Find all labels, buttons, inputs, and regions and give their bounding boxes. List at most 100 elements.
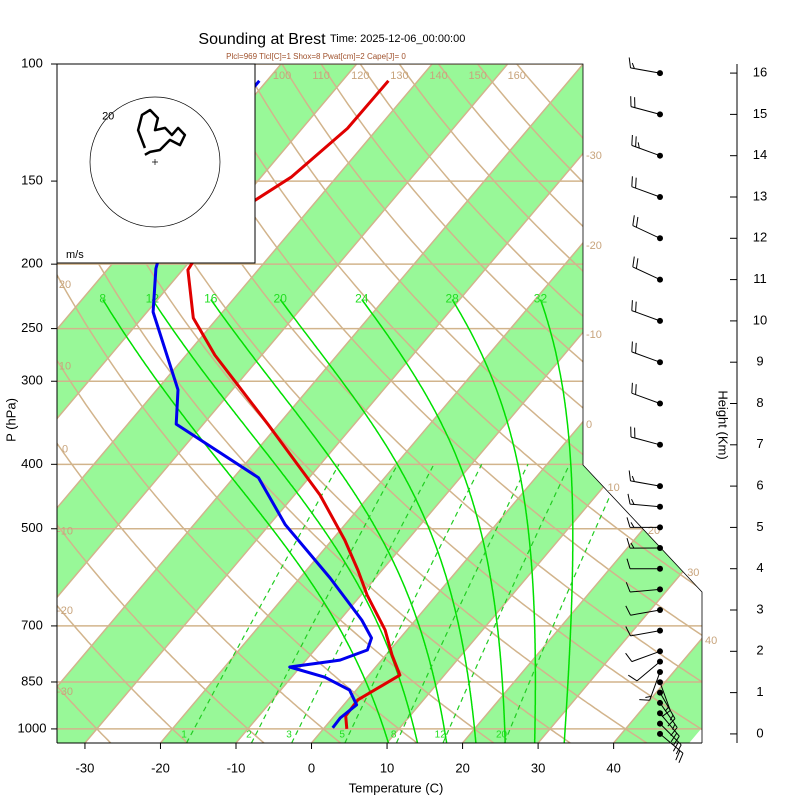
x-tick-label: -20	[151, 760, 170, 775]
wind-barb	[659, 692, 676, 727]
wind-barb	[626, 537, 661, 549]
y-tick-label: 150	[21, 173, 43, 188]
y2-tick-label: 12	[753, 230, 767, 245]
isotherm-label: 30	[687, 567, 699, 579]
x-tick-label: -10	[227, 760, 246, 775]
dry-adiabat	[57, 64, 648, 743]
moist-adiabat-label: 28	[445, 292, 459, 306]
moist-adiabat	[151, 299, 419, 743]
dry-adiabat-label: 0	[62, 443, 68, 455]
wind-level	[657, 627, 663, 634]
wind-barb	[632, 215, 661, 239]
wind-barb	[628, 661, 661, 682]
dry-adiabat	[57, 64, 112, 743]
dry-adiabat-label: 150	[468, 70, 486, 82]
y2-tick-label: 14	[753, 147, 767, 162]
y-tick-label: 100	[21, 55, 43, 70]
y2-tick-label: 10	[753, 312, 767, 327]
wind-level	[657, 111, 663, 118]
y2-tick-label: 15	[753, 106, 767, 121]
wind-level	[657, 689, 663, 696]
y-axis-label: P (hPa)	[3, 398, 18, 442]
sounding-line	[151, 79, 373, 729]
y-tick-label: 1000	[18, 720, 47, 735]
dry-adiabat	[57, 64, 495, 743]
moist-adiabat	[102, 299, 390, 743]
moist-adiabat	[279, 299, 477, 743]
mixing-ratio-label: 12	[435, 730, 447, 741]
isotherm-label: -20	[586, 240, 602, 252]
wind-barb	[631, 300, 661, 322]
isotherm	[57, 64, 358, 743]
moist-adiabat	[361, 299, 506, 743]
y2-tick-label: 2	[756, 643, 763, 658]
dry-adiabat-label: -10	[57, 526, 73, 538]
x-axis-label: Temperature (C)	[349, 780, 444, 795]
isotherm	[84, 64, 660, 743]
dry-adiabat	[57, 64, 418, 743]
y-tick-label: 200	[21, 256, 43, 271]
dry-adiabat	[203, 64, 702, 743]
wind-barb	[630, 426, 661, 446]
wind-level	[657, 607, 663, 614]
mixing-ratio-label: 3	[286, 730, 292, 741]
wind-level	[657, 483, 663, 490]
moist-adiabat	[451, 299, 537, 743]
wind-barb	[639, 671, 661, 701]
y2-tick-label: 1	[756, 684, 763, 699]
mixing-ratio-label: 5	[339, 730, 345, 741]
dry-adiabat-label: 100	[273, 70, 291, 82]
dry-adiabat-label: 130	[390, 70, 408, 82]
hodograph-ring	[89, 96, 221, 228]
wind-barb	[625, 650, 661, 663]
x-tick-label: 40	[606, 760, 620, 775]
dry-adiabat	[57, 64, 341, 743]
wind-level	[657, 679, 663, 686]
chart-subtitle: Plcl=969 Tlcl[C]=1 Shox=8 Pwat[cm]=2 Cap…	[226, 52, 406, 61]
wind-barb	[631, 382, 661, 404]
mixing-ratio	[186, 464, 340, 743]
wind-level	[657, 152, 663, 159]
wind-level	[657, 658, 663, 665]
wind-barb	[659, 682, 671, 718]
isotherm-label: 40	[705, 635, 717, 647]
y2-tick-label: 8	[756, 395, 763, 410]
moist-adiabat-label: 16	[204, 292, 218, 306]
dry-adiabat	[85, 64, 702, 743]
hodograph-box	[56, 63, 256, 264]
dry-adiabat	[124, 64, 702, 743]
dry-adiabat-label: 20	[59, 279, 71, 291]
mixing-ratio-label: 8	[391, 730, 397, 741]
y-tick-label: 500	[21, 520, 43, 535]
dry-adiabat-label: 160	[508, 70, 526, 82]
y2-tick-label: 5	[756, 519, 763, 534]
y2-tick-label: 7	[756, 436, 763, 451]
dry-adiabat	[57, 64, 188, 743]
isotherm	[462, 64, 702, 743]
wind-barb	[659, 723, 682, 755]
x-tick-label: 30	[531, 760, 545, 775]
wind-level	[657, 276, 663, 283]
isotherm-band	[462, 64, 702, 743]
y2-axis-label: Height (Km)	[716, 390, 731, 459]
wind-level	[657, 70, 663, 77]
mixing-ratio	[503, 464, 625, 743]
wind-level	[657, 400, 663, 407]
wind-barb	[625, 626, 661, 637]
y2-tick-label: 9	[756, 354, 763, 369]
wind-level	[657, 720, 663, 727]
isotherm	[57, 64, 509, 743]
isotherm-band	[57, 64, 659, 743]
isotherm	[537, 64, 702, 743]
dry-adiabat-label: -20	[57, 605, 73, 617]
y2-tick-label: 13	[753, 188, 767, 203]
wind-barb	[625, 605, 661, 616]
y2-tick-label: 3	[756, 601, 763, 616]
hodograph-unit: m/s	[66, 249, 84, 261]
wind-barb	[631, 341, 661, 363]
chart-title: Sounding at Brest	[198, 31, 326, 48]
moist-adiabat-label: 8	[99, 292, 106, 306]
y2-tick-label: 0	[756, 725, 763, 740]
mixing-ratio-label: 20	[496, 730, 508, 741]
wind-level	[657, 545, 663, 552]
